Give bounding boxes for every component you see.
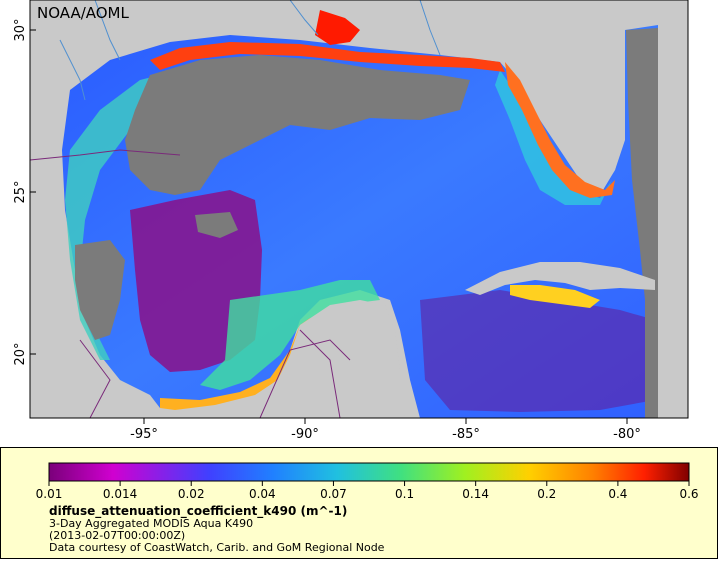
dataset-description: 3-Day Aggregated MODIS Aqua K490 xyxy=(49,517,254,530)
map-panel xyxy=(29,0,689,419)
cloud-cover-west xyxy=(75,240,125,340)
mid-k490-shelf-west xyxy=(65,70,180,360)
cloud-cover-east xyxy=(626,28,658,418)
colorbar-ramp xyxy=(48,462,690,482)
florida-land xyxy=(510,0,625,185)
high-k490-north-coast xyxy=(150,42,505,72)
high-k490-campeche xyxy=(160,318,310,410)
lon-axis: -95° -90° -85° -80° xyxy=(130,418,641,442)
credit-label: NOAA/AOML xyxy=(37,4,130,22)
colorbar-ticks: 0.01 0.014 0.02 0.04 0.07 0.1 0.14 0.2 0.4 0.6 xyxy=(36,481,699,501)
colorbar-tick-label: 0.4 xyxy=(608,487,627,501)
data-courtesy: Data courtesy of CoastWatch, Carib. and … xyxy=(49,541,385,554)
cloud-cover-main xyxy=(125,55,470,195)
legend-panel: 0.01 0.014 0.02 0.04 0.07 0.1 0.14 0.2 0.4 0.6 di… xyxy=(0,447,718,559)
low-k490-patch-east xyxy=(420,290,655,412)
boundary-lines xyxy=(29,149,351,419)
lat-tick-label: 25° xyxy=(13,180,28,203)
river-lines xyxy=(59,0,441,101)
lat-tick-label: 30° xyxy=(13,18,28,41)
colorbar-tick-label: 0.6 xyxy=(679,487,698,501)
colorbar-tick-label: 0.1 xyxy=(395,487,414,501)
mid-k490-florida xyxy=(495,70,612,205)
colorbar-tick-label: 0.014 xyxy=(103,487,137,501)
high-k490-florida-coast xyxy=(505,62,615,198)
high-k490-cuba-shelf xyxy=(510,285,600,308)
colorbar-tick-label: 0.2 xyxy=(537,487,556,501)
cuba-land xyxy=(465,262,655,295)
high-k490-mississippi xyxy=(315,10,360,45)
colorbar: 0.01 0.014 0.02 0.04 0.07 0.1 0.14 0.2 0.4 0.6 xyxy=(36,462,699,501)
colorbar-tick-label: 0.02 xyxy=(178,487,205,501)
yucatan-land xyxy=(270,300,405,418)
lon-tick-label: -90° xyxy=(291,427,319,442)
lat-axis: 30° 25° 20° xyxy=(13,18,36,366)
lon-tick-label: -85° xyxy=(452,427,480,442)
colorbar-tick-label: 0.07 xyxy=(320,487,347,501)
lat-tick-label: 20° xyxy=(13,342,28,365)
lon-tick-label: -80° xyxy=(613,427,641,442)
colorbar-tick-label: 0.04 xyxy=(249,487,276,501)
cloud-patch xyxy=(195,212,238,238)
variable-name: diffuse_attenuation_coefficient_k490 (m^… xyxy=(49,504,348,518)
dataset-time: (2013-02-07T00:00:00Z) xyxy=(49,529,186,542)
colorbar-tick-label: 0.01 xyxy=(36,487,63,501)
lon-tick-label: -95° xyxy=(130,427,158,442)
map-frame xyxy=(29,0,689,419)
colorbar-tick-label: 0.14 xyxy=(462,487,489,501)
